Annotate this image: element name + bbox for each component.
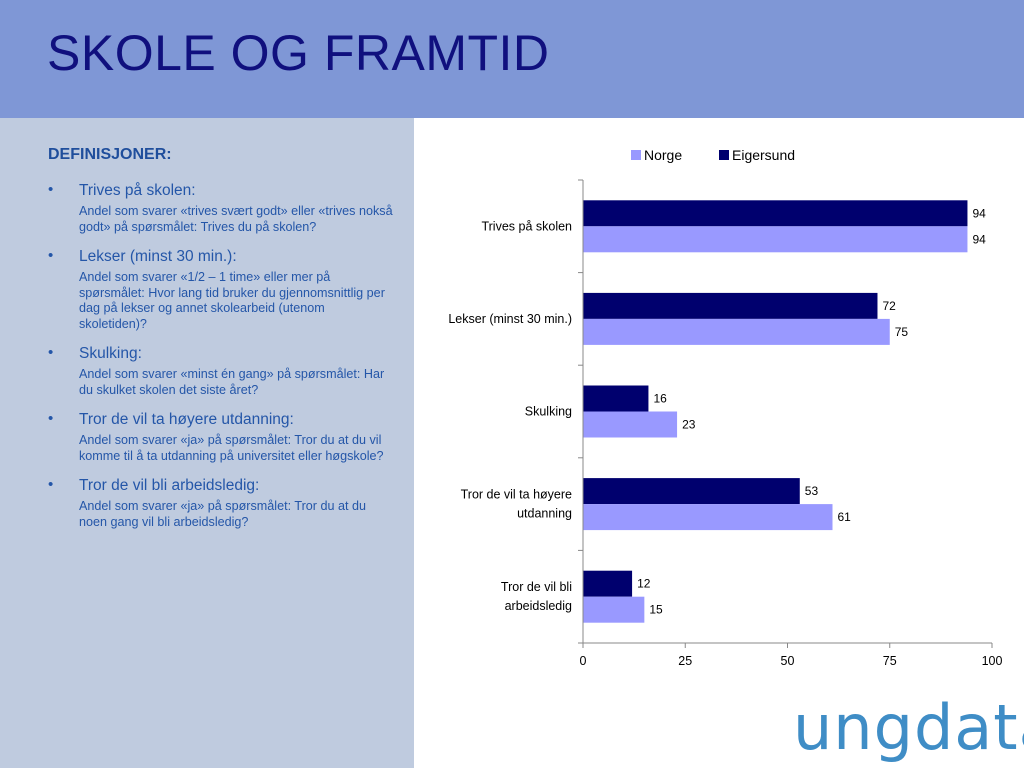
slide-title: SKOLE OG FRAMTID bbox=[47, 25, 550, 81]
definition-term: Skulking: bbox=[79, 345, 142, 362]
bullet-icon: • bbox=[48, 476, 54, 493]
data-label: 12 bbox=[637, 577, 651, 591]
bar-eigersund bbox=[583, 385, 649, 412]
definitions-list: • Trives på skolen: Andel som svarer «tr… bbox=[48, 181, 393, 542]
bar-chart: 94 94 Trives på skolen 72 75 Lekser (minst 30… bbox=[448, 147, 1003, 668]
data-label: 53 bbox=[805, 484, 819, 498]
data-label: 15 bbox=[649, 603, 663, 617]
bar-eigersund bbox=[583, 570, 633, 597]
category-label: Tror de vil bli bbox=[501, 580, 572, 594]
bar-eigersund bbox=[583, 292, 878, 319]
ungdata-logo: ungdata bbox=[793, 691, 1024, 764]
bar-eigersund bbox=[583, 478, 800, 505]
bar-norge bbox=[583, 504, 833, 531]
definition-term: Tror de vil ta høyere utdanning: bbox=[79, 411, 294, 428]
definition-term: Trives på skolen: bbox=[79, 182, 196, 199]
category-label: Skulking bbox=[525, 405, 572, 419]
bar-norge bbox=[583, 318, 890, 345]
bullet-icon: • bbox=[48, 181, 54, 198]
definition-item: • Trives på skolen: Andel som svarer «tr… bbox=[48, 181, 393, 235]
definition-description: Andel som svarer «ja» på spørsmålet: Tro… bbox=[79, 433, 384, 463]
definition-item: • Tror de vil ta høyere utdanning: Andel… bbox=[48, 410, 393, 464]
definition-term: Tror de vil bli arbeidsledig: bbox=[79, 477, 260, 494]
category-label: Lekser (minst 30 min.) bbox=[448, 312, 572, 326]
legend-label: Norge bbox=[644, 147, 682, 163]
bullet-icon: • bbox=[48, 410, 54, 427]
definition-description: Andel som svarer «minst én gang» på spør… bbox=[79, 367, 385, 397]
definition-description: Andel som svarer «trives svært godt» ell… bbox=[79, 204, 393, 234]
definition-item: • Lekser (minst 30 min.): Andel som svar… bbox=[48, 247, 393, 332]
category-label: Trives på skolen bbox=[481, 219, 572, 233]
bar-norge bbox=[583, 411, 678, 438]
data-label: 61 bbox=[837, 510, 851, 524]
bullet-icon: • bbox=[48, 344, 54, 361]
definition-description: Andel som svarer «1/2 – 1 time» eller me… bbox=[79, 270, 385, 331]
data-label: 16 bbox=[653, 392, 667, 406]
legend-swatch bbox=[631, 150, 641, 160]
category-label: arbeidsledig bbox=[505, 599, 572, 613]
definition-description: Andel som svarer «ja» på spørsmålet: Tro… bbox=[79, 499, 366, 529]
data-label: 94 bbox=[972, 232, 986, 246]
definition-item: • Tror de vil bli arbeidsledig: Andel so… bbox=[48, 476, 393, 530]
bullet-icon: • bbox=[48, 247, 54, 264]
legend-label: Eigersund bbox=[732, 147, 795, 163]
x-tick-label: 75 bbox=[883, 654, 897, 668]
x-tick-label: 50 bbox=[781, 654, 795, 668]
bar-norge bbox=[583, 226, 968, 253]
category-label: Tror de vil ta høyere bbox=[461, 488, 572, 502]
bar-norge bbox=[583, 596, 645, 623]
x-tick-label: 25 bbox=[678, 654, 692, 668]
bar-eigersund bbox=[583, 200, 968, 227]
data-label: 23 bbox=[682, 418, 696, 432]
legend-swatch bbox=[719, 150, 729, 160]
definitions-panel bbox=[0, 118, 414, 768]
title-banner: SKOLE OG FRAMTID bbox=[0, 0, 1024, 118]
definitions-heading: DEFINISJONER: bbox=[48, 146, 172, 163]
data-label: 75 bbox=[895, 325, 909, 339]
data-label: 72 bbox=[882, 299, 896, 313]
definition-term: Lekser (minst 30 min.): bbox=[79, 248, 237, 265]
x-tick-label: 100 bbox=[982, 654, 1003, 668]
x-tick-label: 0 bbox=[580, 654, 587, 668]
category-label: utdanning bbox=[517, 507, 572, 521]
definition-item: • Skulking: Andel som svarer «minst én g… bbox=[48, 344, 393, 398]
data-label: 94 bbox=[972, 206, 986, 220]
